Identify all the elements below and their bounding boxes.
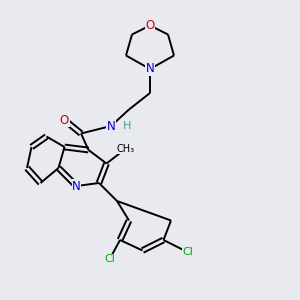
Text: H: H xyxy=(123,121,132,131)
Text: O: O xyxy=(60,113,69,127)
Text: Cl: Cl xyxy=(104,254,115,265)
Text: Cl: Cl xyxy=(182,247,193,257)
Text: CH₃: CH₃ xyxy=(117,143,135,154)
Text: N: N xyxy=(146,62,154,76)
Text: O: O xyxy=(146,19,154,32)
Text: N: N xyxy=(72,179,81,193)
Text: N: N xyxy=(106,119,116,133)
